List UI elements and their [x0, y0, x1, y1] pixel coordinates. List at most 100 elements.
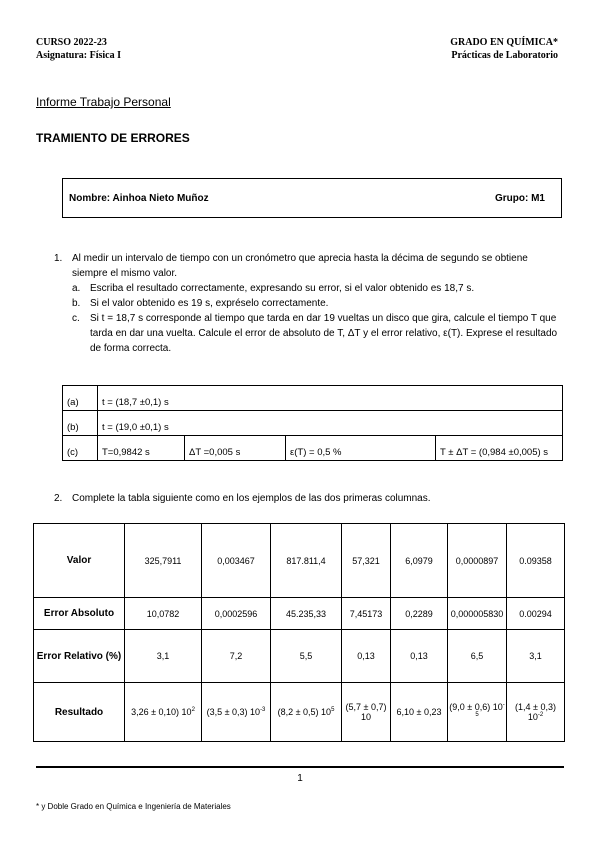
cell-value: 0,000005830 [450, 608, 504, 619]
table-cell: (5,7 ± 0,7) 10 [341, 682, 391, 742]
cell-value: 57,321 [352, 555, 380, 566]
table-row: Valor 325,7911 0,003467 817.811,4 57,321 6,09… [33, 523, 565, 598]
row-header: Resultado [33, 682, 125, 742]
table-row: Resultado 3,26 ± 0,10) 102 (3,5 ± 0,3) 10-… [33, 682, 565, 742]
table-cell: 5,5 [270, 629, 342, 683]
cell-value: 0,003467 [217, 555, 255, 566]
answer-c-rel-error: ε(T) = 0,5 % [285, 435, 436, 461]
table-cell: 3,26 ± 0,10) 102 [124, 682, 202, 742]
table-cell: 6,5 [447, 629, 507, 683]
cell-value: (3,5 ± 0,3) 10 [206, 707, 261, 717]
cell-value: 10,0782 [146, 608, 180, 619]
cell-value: 6,0979 [405, 555, 433, 566]
table-row: Error Relativo (%) 3,1 7,2 5,5 0,13 0,13 6,5 3,… [33, 629, 565, 683]
row-label: (c) [62, 435, 98, 461]
table-row: (b) t = (19,0 ±0,1) s [62, 410, 563, 436]
answer-b: t = (19,0 ±0,1) s [97, 410, 563, 436]
table-cell: 0,0002596 [201, 597, 271, 630]
cell-value: 7,2 [229, 651, 243, 661]
question-1-item-c: c. Si t = 18,7 s corresponde al tiempo qu… [72, 311, 562, 356]
row-header: Error Relativo (%) [33, 629, 125, 683]
answers-table: (a) t = (18,7 ±0,1) s (b) t = (19,0 ±0,1) … [62, 385, 563, 461]
cell-value: 45.235,33 [285, 608, 327, 619]
item-text: Si el valor obtenido es 19 s, expréselo … [90, 298, 329, 309]
table-cell: 0.09358 [506, 523, 565, 598]
table-cell: 0,2289 [390, 597, 448, 630]
cell-value: (1,4 ± 0,3) 10 [515, 702, 556, 722]
cell-exponent: -3 [260, 707, 266, 713]
student-group: Grupo: M1 [495, 193, 545, 204]
degree-label: GRADO EN QUÍMICA* [450, 37, 558, 48]
question-2-text: Complete la tabla siguiente como en los … [72, 493, 431, 504]
item-text: Si t = 18,7 s corresponde al tiempo que … [90, 313, 558, 354]
question-1-item-a: a. Escriba el resultado correctamente, ex… [72, 281, 562, 296]
table-cell: 57,321 [341, 523, 391, 598]
cell-value: 6,5 [470, 651, 484, 661]
header-left: CURSO 2022-23 Asignatura: Física I [36, 36, 121, 62]
row-label: (b) [62, 410, 98, 436]
table-cell: 0.00294 [506, 597, 565, 630]
subject-label: Asignatura: Física I [36, 50, 121, 61]
item-label: c. [72, 313, 80, 324]
table-row: Error Absoluto 10,0782 0,0002596 45.235,33 7… [33, 597, 565, 630]
cell-exponent: 2 [191, 707, 195, 713]
question-1-item-b: b. Si el valor obtenido es 19 s, exprésel… [72, 296, 562, 311]
report-title: Informe Trabajo Personal [36, 95, 171, 109]
question-1: Al medir un intervalo de tiempo con un c… [72, 251, 562, 356]
cell-exponent: 5 [331, 707, 335, 713]
student-name: Nombre: Ainhoa Nieto Muñoz [69, 193, 209, 204]
table-cell: 3,1 [506, 629, 565, 683]
cell-value: 817.811,4 [286, 555, 326, 566]
table-cell: (8,2 ± 0,5) 105 [270, 682, 342, 742]
cell-value: 0,0000897 [455, 555, 499, 566]
table-row: (c) T=0,9842 s ΔT =0,005 s ε(T) = 0,5 % T ± … [62, 435, 563, 461]
item-label: b. [72, 298, 81, 309]
footnote: * y Doble Grado en Química e Ingeniería … [36, 802, 231, 811]
errors-table: Valor 325,7911 0,003467 817.811,4 57,321 6,09… [33, 523, 565, 742]
table-cell: 6,0979 [390, 523, 448, 598]
table-cell: 7,2 [201, 629, 271, 683]
row-header: Error Absoluto [33, 597, 125, 630]
answer-a: t = (18,7 ±0,1) s [97, 385, 563, 411]
item-text: Escriba el resultado correctamente, expr… [90, 283, 475, 294]
practice-label: Prácticas de Laboratorio [451, 50, 558, 61]
table-cell: 0,13 [390, 629, 448, 683]
table-cell: 45.235,33 [270, 597, 342, 630]
table-cell: 10,0782 [124, 597, 202, 630]
question-1-number: 1. [54, 253, 63, 264]
table-cell: 7,45173 [341, 597, 391, 630]
page-number: 1 [297, 773, 303, 784]
header-right: GRADO EN QUÍMICA* Prácticas de Laborator… [450, 36, 558, 62]
cell-value: 0.09358 [519, 555, 552, 566]
table-cell: (3,5 ± 0,3) 10-3 [201, 682, 271, 742]
table-row: (a) t = (18,7 ±0,1) s [62, 385, 563, 411]
cell-value: 0,2289 [405, 608, 433, 619]
row-label: (a) [62, 385, 98, 411]
cell-value: (9,0 ± 0,6) 10 [449, 702, 503, 712]
cell-value: 325,7911 [144, 555, 182, 566]
table-cell: 0,003467 [201, 523, 271, 598]
cell-value: 3,26 ± 0,10) 10 [131, 707, 192, 717]
question-1-text: Al medir un intervalo de tiempo con un c… [72, 253, 528, 279]
cell-value: 0,0002596 [214, 608, 258, 619]
cell-value: 3,1 [529, 651, 542, 661]
cell-value: 0,13 [357, 651, 375, 661]
cell-value: 3,1 [156, 651, 170, 661]
student-box: Nombre: Ainhoa Nieto Muñoz Grupo: M1 [62, 178, 562, 218]
item-label: a. [72, 283, 81, 294]
section-title: TRAMIENTO DE ERRORES [36, 131, 190, 145]
answer-c-result: T ± ΔT = (0,984 ±0,005) s [435, 435, 563, 461]
table-cell: 6,10 ± 0,23 [390, 682, 448, 742]
cell-value: (5,7 ± 0,7) 10 [345, 702, 387, 722]
cell-exponent: -2 [537, 712, 544, 718]
cell-value: (8,2 ± 0,5) 10 [277, 707, 332, 717]
table-cell: 325,7911 [124, 523, 202, 598]
table-cell: 817.811,4 [270, 523, 342, 598]
table-cell: (1,4 ± 0,3) 10-2 [506, 682, 565, 742]
row-header: Valor [33, 523, 125, 598]
cell-value: 5,5 [299, 651, 313, 661]
table-cell: 0,13 [341, 629, 391, 683]
answer-c-period: T=0,9842 s [97, 435, 185, 461]
footer-rule [36, 766, 564, 768]
answer-c-abs-error: ΔT =0,005 s [184, 435, 286, 461]
